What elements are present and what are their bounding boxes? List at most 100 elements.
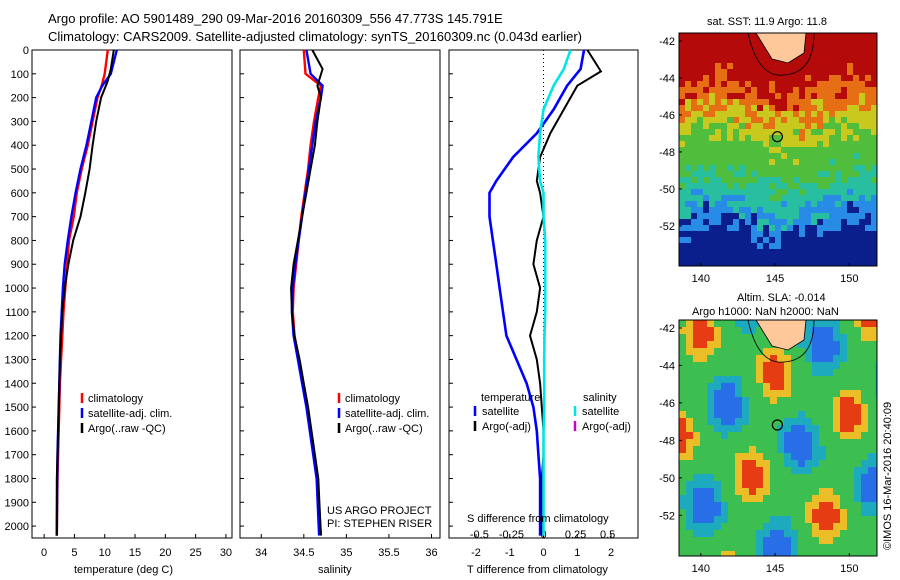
map-cell [835, 111, 841, 117]
map-cell [691, 135, 697, 141]
map-cell [709, 255, 715, 261]
map-cell [742, 432, 749, 439]
map-cell [749, 488, 756, 495]
map-cell [853, 111, 859, 117]
map-cell [847, 418, 854, 425]
map-cell [703, 93, 709, 99]
map-cell [757, 147, 763, 153]
map-cell [679, 51, 685, 57]
map-cell [697, 225, 703, 231]
map-cell [871, 111, 877, 117]
map-cell [829, 75, 835, 81]
map-cell [679, 159, 685, 165]
map-cell [841, 33, 847, 39]
map-cell [715, 135, 721, 141]
map-cell [859, 219, 865, 225]
map-cell [859, 33, 865, 39]
map-cell [859, 243, 865, 249]
map-cell [865, 63, 871, 69]
map-cell [707, 425, 714, 432]
map-cell [715, 195, 721, 201]
map-cell [823, 87, 829, 93]
map-cell [829, 69, 835, 75]
map-cell [829, 213, 835, 219]
map-cell [840, 418, 847, 425]
map-cell [847, 171, 853, 177]
map-cell [739, 147, 745, 153]
map-cell [697, 189, 703, 195]
map-cell [733, 189, 739, 195]
map-cell [751, 213, 757, 219]
map-cell [707, 404, 714, 411]
map-cell [829, 165, 835, 171]
map-cell [826, 425, 833, 432]
map-cell [721, 99, 727, 105]
map-cell [833, 362, 840, 369]
map-cell [859, 153, 865, 159]
map-cell [798, 376, 805, 383]
map-cell [769, 123, 775, 129]
map-cell [691, 63, 697, 69]
map-cell [811, 57, 817, 63]
map-cell [709, 183, 715, 189]
map-cell [763, 495, 770, 502]
map-cell [798, 467, 805, 474]
map-cell [854, 446, 861, 453]
map-cell [798, 523, 805, 530]
map-cell [728, 425, 735, 432]
map-cell [833, 327, 840, 334]
map-cell [749, 390, 756, 397]
map-cell [840, 530, 847, 537]
map-cell [721, 153, 727, 159]
map-cell [840, 348, 847, 355]
map-cell [686, 551, 693, 556]
map-cell [777, 495, 784, 502]
map-cell [817, 39, 823, 45]
map-cell [685, 123, 691, 129]
map-cell [707, 411, 714, 418]
map-cell [847, 404, 854, 411]
map-cell [685, 93, 691, 99]
map-cell [751, 117, 757, 123]
map-cell [871, 57, 877, 63]
map-cell [833, 369, 840, 376]
map-cell [871, 207, 877, 213]
map-cell [805, 418, 812, 425]
map-cell [728, 551, 735, 556]
map-cell [781, 231, 787, 237]
map-cell [697, 117, 703, 123]
map-cell [735, 481, 742, 488]
x-tick-label: 30 [220, 547, 232, 559]
map-cell [853, 249, 859, 255]
map-cell [841, 105, 847, 111]
map-cell [826, 362, 833, 369]
map-cell [865, 75, 871, 81]
map-cell [799, 249, 805, 255]
map-cell [756, 530, 763, 537]
map-cell [697, 33, 703, 39]
map-cell [749, 425, 756, 432]
map-cell [861, 537, 868, 544]
map-cell [847, 225, 853, 231]
map-cell [751, 39, 757, 45]
map-cell [763, 111, 769, 117]
map-cell [799, 183, 805, 189]
map-cell [685, 153, 691, 159]
map-cell [715, 99, 721, 105]
map-cell [757, 123, 763, 129]
map-cell [865, 201, 871, 207]
map-cell [739, 171, 745, 177]
map-cell [799, 171, 805, 177]
map-cell [707, 369, 714, 376]
map-cell [841, 249, 847, 255]
map-cell [875, 481, 877, 488]
map-cell [805, 69, 811, 75]
map-cell [742, 488, 749, 495]
map-cell [861, 411, 868, 418]
map-cell [749, 397, 756, 404]
map-cell [679, 530, 686, 537]
map-cell [728, 439, 735, 446]
map-cell [791, 446, 798, 453]
map-cell [763, 249, 769, 255]
map-cell [840, 397, 847, 404]
